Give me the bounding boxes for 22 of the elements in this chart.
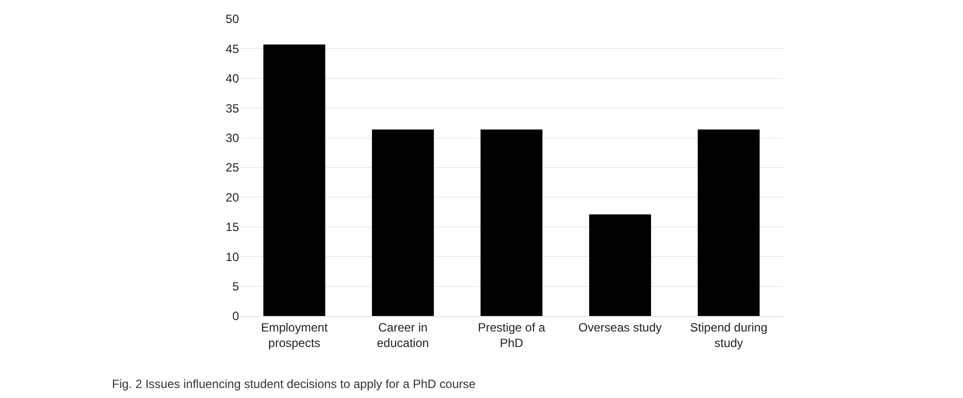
y-tick-label: 30 [226,131,240,145]
x-tick-label: Employment prospects [260,320,328,350]
bar [263,44,326,316]
x-tick-label: Overseas study [578,320,662,334]
x-tick-label: Stipend during study [690,320,768,350]
y-tick-label: 35 [226,101,240,116]
y-tick-label: 40 [226,72,240,86]
bar [698,129,760,316]
y-tick-label: 20 [226,190,240,204]
y-tick-label: 25 [226,160,240,175]
bar [589,214,652,316]
y-tick-label: 50 [226,12,240,26]
x-tick-label: Prestige of a PhD [478,320,546,350]
bar [480,129,542,316]
y-tick-label: 15 [226,220,240,234]
y-tick-label: 0 [232,309,240,324]
x-tick-label: Career in education [376,320,429,350]
y-tick-label: 10 [226,250,240,264]
y-tick-label: 5 [232,280,240,294]
caption: Fig. 2 Issues influencing student decisions to apply for a PhD course [112,377,476,391]
bar [372,129,434,316]
y-tick-label: 45 [226,42,240,56]
